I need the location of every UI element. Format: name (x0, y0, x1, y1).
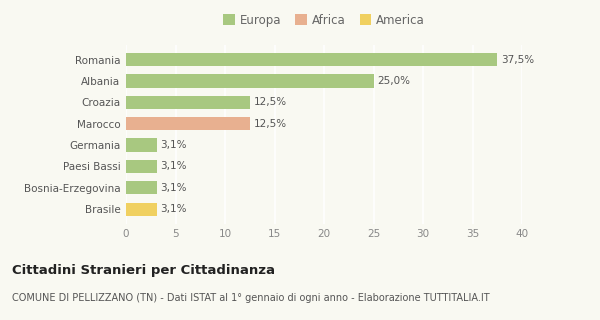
Legend: Europa, Africa, America: Europa, Africa, America (221, 11, 427, 29)
Bar (126, 117, 250, 130)
Text: 3,1%: 3,1% (161, 204, 187, 214)
Text: COMUNE DI PELLIZZANO (TN) - Dati ISTAT al 1° gennaio di ogni anno - Elaborazione: COMUNE DI PELLIZZANO (TN) - Dati ISTAT a… (12, 293, 490, 303)
Bar (126, 139, 157, 152)
Text: 3,1%: 3,1% (161, 140, 187, 150)
Text: 25,0%: 25,0% (377, 76, 410, 86)
Bar (126, 160, 157, 173)
Text: Cittadini Stranieri per Cittadinanza: Cittadini Stranieri per Cittadinanza (12, 264, 275, 277)
Text: 12,5%: 12,5% (254, 119, 287, 129)
Text: 12,5%: 12,5% (254, 97, 287, 107)
Text: 3,1%: 3,1% (161, 183, 187, 193)
Bar (126, 96, 250, 109)
Bar (126, 74, 373, 88)
Bar (126, 53, 497, 66)
Text: 37,5%: 37,5% (501, 55, 535, 65)
Bar (126, 203, 157, 216)
Bar (126, 181, 157, 195)
Text: 3,1%: 3,1% (161, 162, 187, 172)
